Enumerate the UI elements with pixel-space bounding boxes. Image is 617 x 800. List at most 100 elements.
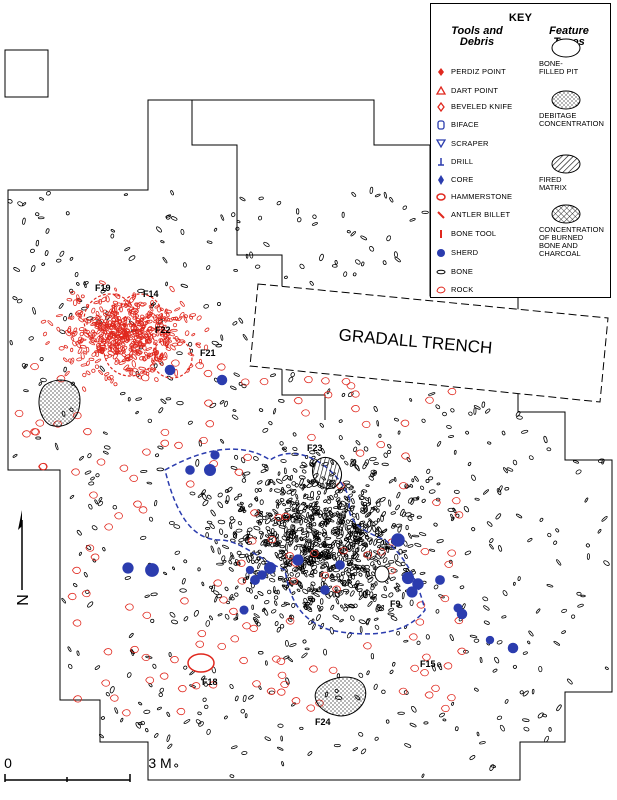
bone: [311, 222, 318, 226]
bone: [88, 341, 96, 346]
bone: [369, 186, 374, 194]
bone: [496, 715, 503, 721]
bone: [94, 315, 102, 321]
bone: [572, 460, 580, 464]
bone: [104, 375, 108, 382]
bone: [102, 309, 109, 315]
bone: [220, 214, 225, 221]
bone: [288, 533, 293, 539]
sherd: [210, 450, 220, 460]
bone: [166, 312, 170, 318]
rock: [285, 552, 294, 560]
rock: [332, 585, 341, 593]
rock: [191, 682, 201, 690]
bone: [504, 487, 510, 491]
bone: [382, 260, 387, 265]
bone: [335, 497, 341, 502]
scale-end: 3 M: [148, 755, 171, 771]
bone: [252, 617, 259, 623]
bone: [240, 501, 244, 505]
bone: [330, 529, 335, 535]
bone: [314, 501, 318, 507]
rock: [72, 619, 82, 627]
bone: [174, 307, 181, 312]
rock: [230, 635, 240, 643]
bone: [92, 331, 97, 337]
rock: [104, 523, 113, 531]
bone: [421, 418, 426, 423]
bone: [407, 516, 413, 521]
bone: [341, 552, 346, 558]
rock: [119, 464, 129, 472]
bone: [233, 269, 238, 272]
bone: [304, 647, 310, 651]
bone: [123, 323, 128, 330]
bone: [289, 501, 294, 508]
bone: [70, 336, 75, 342]
bone: [264, 600, 270, 605]
feature-circle: [83, 293, 137, 347]
bone: [351, 459, 357, 467]
rock: [430, 684, 440, 692]
bone: [369, 245, 375, 252]
bone: [396, 491, 401, 499]
bone: [289, 571, 294, 577]
bone: [279, 441, 284, 446]
bone: [94, 364, 100, 369]
bone: [548, 727, 552, 732]
bone: [273, 595, 279, 600]
bone: [363, 564, 370, 570]
bone: [305, 547, 311, 553]
bone: [165, 346, 171, 351]
rock: [205, 420, 215, 428]
bone: [302, 550, 308, 555]
bone: [206, 265, 211, 270]
bone: [234, 496, 239, 501]
bone: [154, 499, 158, 507]
bone: [278, 399, 285, 403]
bone: [285, 640, 289, 647]
bone: [223, 534, 228, 538]
bone: [522, 690, 529, 697]
bone: [265, 534, 270, 538]
bone: [145, 655, 153, 659]
bone: [256, 622, 261, 627]
bone: [408, 532, 412, 539]
bone: [300, 528, 304, 533]
rock: [447, 549, 456, 557]
bone: [202, 499, 209, 507]
bone: [389, 197, 394, 203]
feature-label: F18: [202, 677, 218, 687]
bone: [220, 334, 224, 341]
bone: [339, 618, 344, 623]
bone: [255, 512, 263, 518]
tool-type-label: ANTLER BILLET: [451, 210, 511, 219]
bone: [428, 489, 436, 494]
bone: [76, 282, 80, 286]
bone: [206, 240, 213, 244]
bone: [109, 324, 116, 331]
rock: [81, 589, 91, 598]
bone: [156, 706, 162, 711]
bone: [453, 489, 460, 494]
bone: [398, 548, 403, 555]
bone: [123, 334, 127, 342]
bone: [447, 507, 455, 513]
bone: [489, 538, 494, 544]
rock: [285, 617, 295, 625]
bone: [231, 745, 238, 750]
bone: [126, 672, 132, 678]
bone: [229, 516, 235, 521]
bone: [101, 340, 107, 344]
bone: [217, 519, 226, 525]
bone: [362, 524, 368, 531]
bone: [132, 367, 139, 373]
bone: [369, 549, 372, 556]
bone: [41, 262, 46, 266]
bone: [102, 450, 109, 455]
bone: [180, 283, 188, 288]
bone: [287, 656, 293, 663]
bone: [319, 422, 324, 428]
bone: [221, 555, 226, 562]
